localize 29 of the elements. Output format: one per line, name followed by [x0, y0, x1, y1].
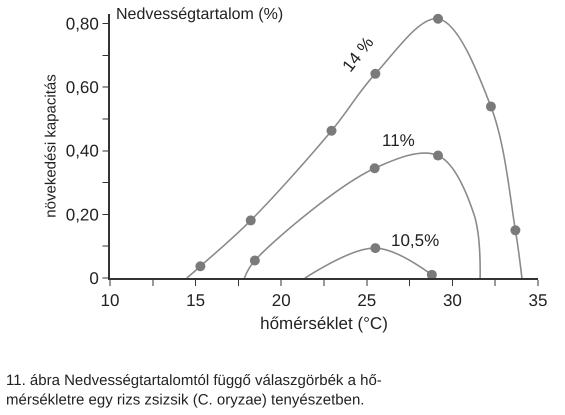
point [370, 163, 380, 174]
series-label: 11% [382, 131, 415, 150]
text: 14 % [338, 33, 378, 76]
point [433, 150, 444, 161]
annotation: Nedvességtartalom (%) [116, 6, 284, 23]
point [250, 256, 260, 266]
y-tick-label: 0,40 [66, 142, 99, 161]
y-tick-label: 0,60 [66, 78, 99, 98]
point [433, 14, 444, 24]
x-tick-label: 15 [186, 291, 206, 310]
point [510, 225, 520, 236]
x-tick-label: 20 [272, 291, 291, 310]
y-tick-label: 0,20 [66, 205, 99, 224]
y-axis-title: növekedési kapacitás [42, 74, 60, 218]
x-tick-label: 10 [100, 291, 120, 310]
x-tick-label: 35 [528, 291, 548, 310]
x-axis-title: hőmérséklet (°C) [260, 314, 388, 334]
point [195, 261, 206, 272]
point [486, 102, 496, 112]
point [370, 243, 380, 254]
point [326, 126, 337, 136]
x-tick-label: 25 [357, 291, 376, 310]
series-label: 10,5% [391, 231, 440, 250]
point [246, 215, 256, 226]
y-tick-label: 0,80 [66, 14, 99, 34]
text: 11. ábra Nedvességtartalomtól függő válaszgörbék a hő- mérsékletre egy rizs zsizsik (C. oryzae) tenyészetben. [6, 372, 382, 408]
y-tick-label: 0 [89, 268, 99, 288]
x-tick-label: 30 [442, 291, 462, 310]
point [370, 68, 380, 79]
